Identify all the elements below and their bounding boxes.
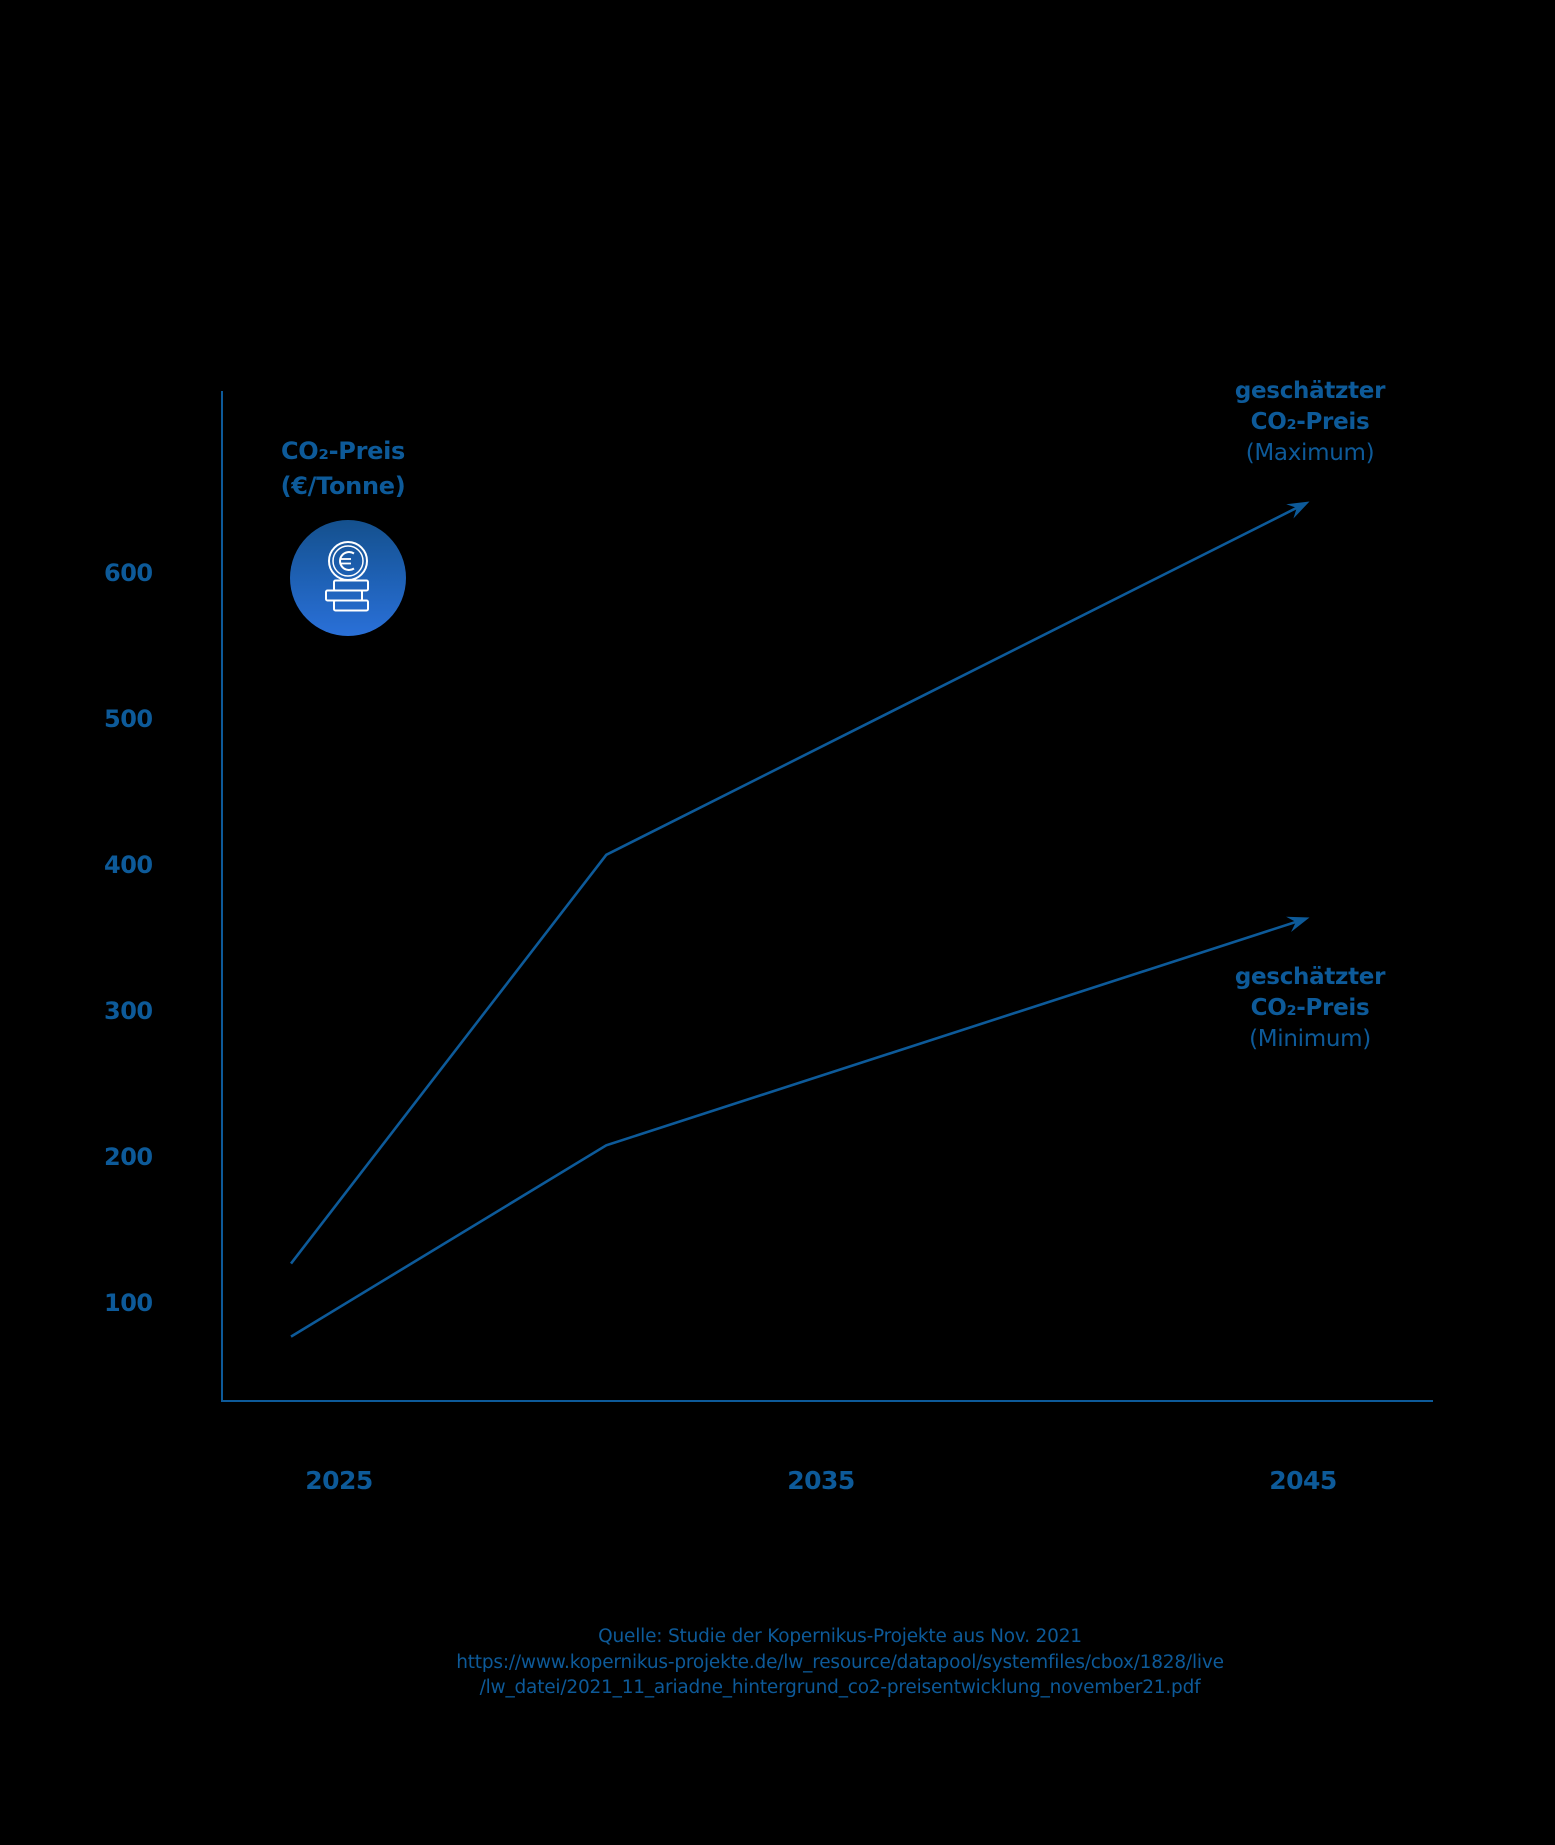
y-tick-label: 100 — [104, 1289, 153, 1317]
series-label-minimum: geschätzter CO₂-Preis (Minimum) — [1210, 962, 1410, 1055]
y-tick-label: 300 — [104, 997, 153, 1025]
x-tick-label: 2045 — [1269, 1466, 1337, 1495]
series-label-line: CO₂-Preis — [1250, 995, 1370, 1021]
source-url-line-1: https://www.kopernikus-projekte.de/lw_re… — [456, 1651, 1224, 1673]
y-axis-title-line-1: CO₂-Preis — [280, 437, 405, 465]
source-title: Quelle: Studie der Kopernikus-Projekte a… — [598, 1626, 1082, 1647]
series-label-line: CO₂-Preis — [1250, 409, 1370, 435]
series-label-maximum: geschätzter CO₂-Preis (Maximum) — [1210, 376, 1410, 469]
arrowhead-icon — [1286, 501, 1310, 519]
series-label-line: (Minimum) — [1249, 1026, 1371, 1052]
y-tick-label: 400 — [104, 851, 153, 879]
arrowhead-icon — [1286, 916, 1310, 932]
y-tick-label: 600 — [104, 559, 153, 587]
source-note: Quelle: Studie der Kopernikus-Projekte a… — [300, 1624, 1380, 1701]
series-label-line: (Maximum) — [1245, 440, 1375, 466]
series-label-line: geschätzter — [1234, 378, 1386, 404]
euro-coin-stack-icon — [290, 520, 406, 636]
series-line-maximum — [289, 504, 1302, 1265]
x-tick-label: 2025 — [305, 1466, 373, 1495]
source-url-line-2: /lw_datei/2021_11_ariadne_hintergrund_co… — [479, 1677, 1201, 1698]
y-axis-title-line-2: (€/Tonne) — [280, 472, 406, 500]
series-label-line: geschätzter — [1234, 964, 1386, 990]
x-tick-label: 2035 — [787, 1466, 855, 1495]
y-axis-title: CO₂-Preis (€/Tonne) — [253, 434, 433, 504]
y-tick-label: 500 — [104, 705, 153, 733]
series-line-minimum — [290, 919, 1301, 1338]
y-tick-label: 200 — [104, 1143, 153, 1171]
